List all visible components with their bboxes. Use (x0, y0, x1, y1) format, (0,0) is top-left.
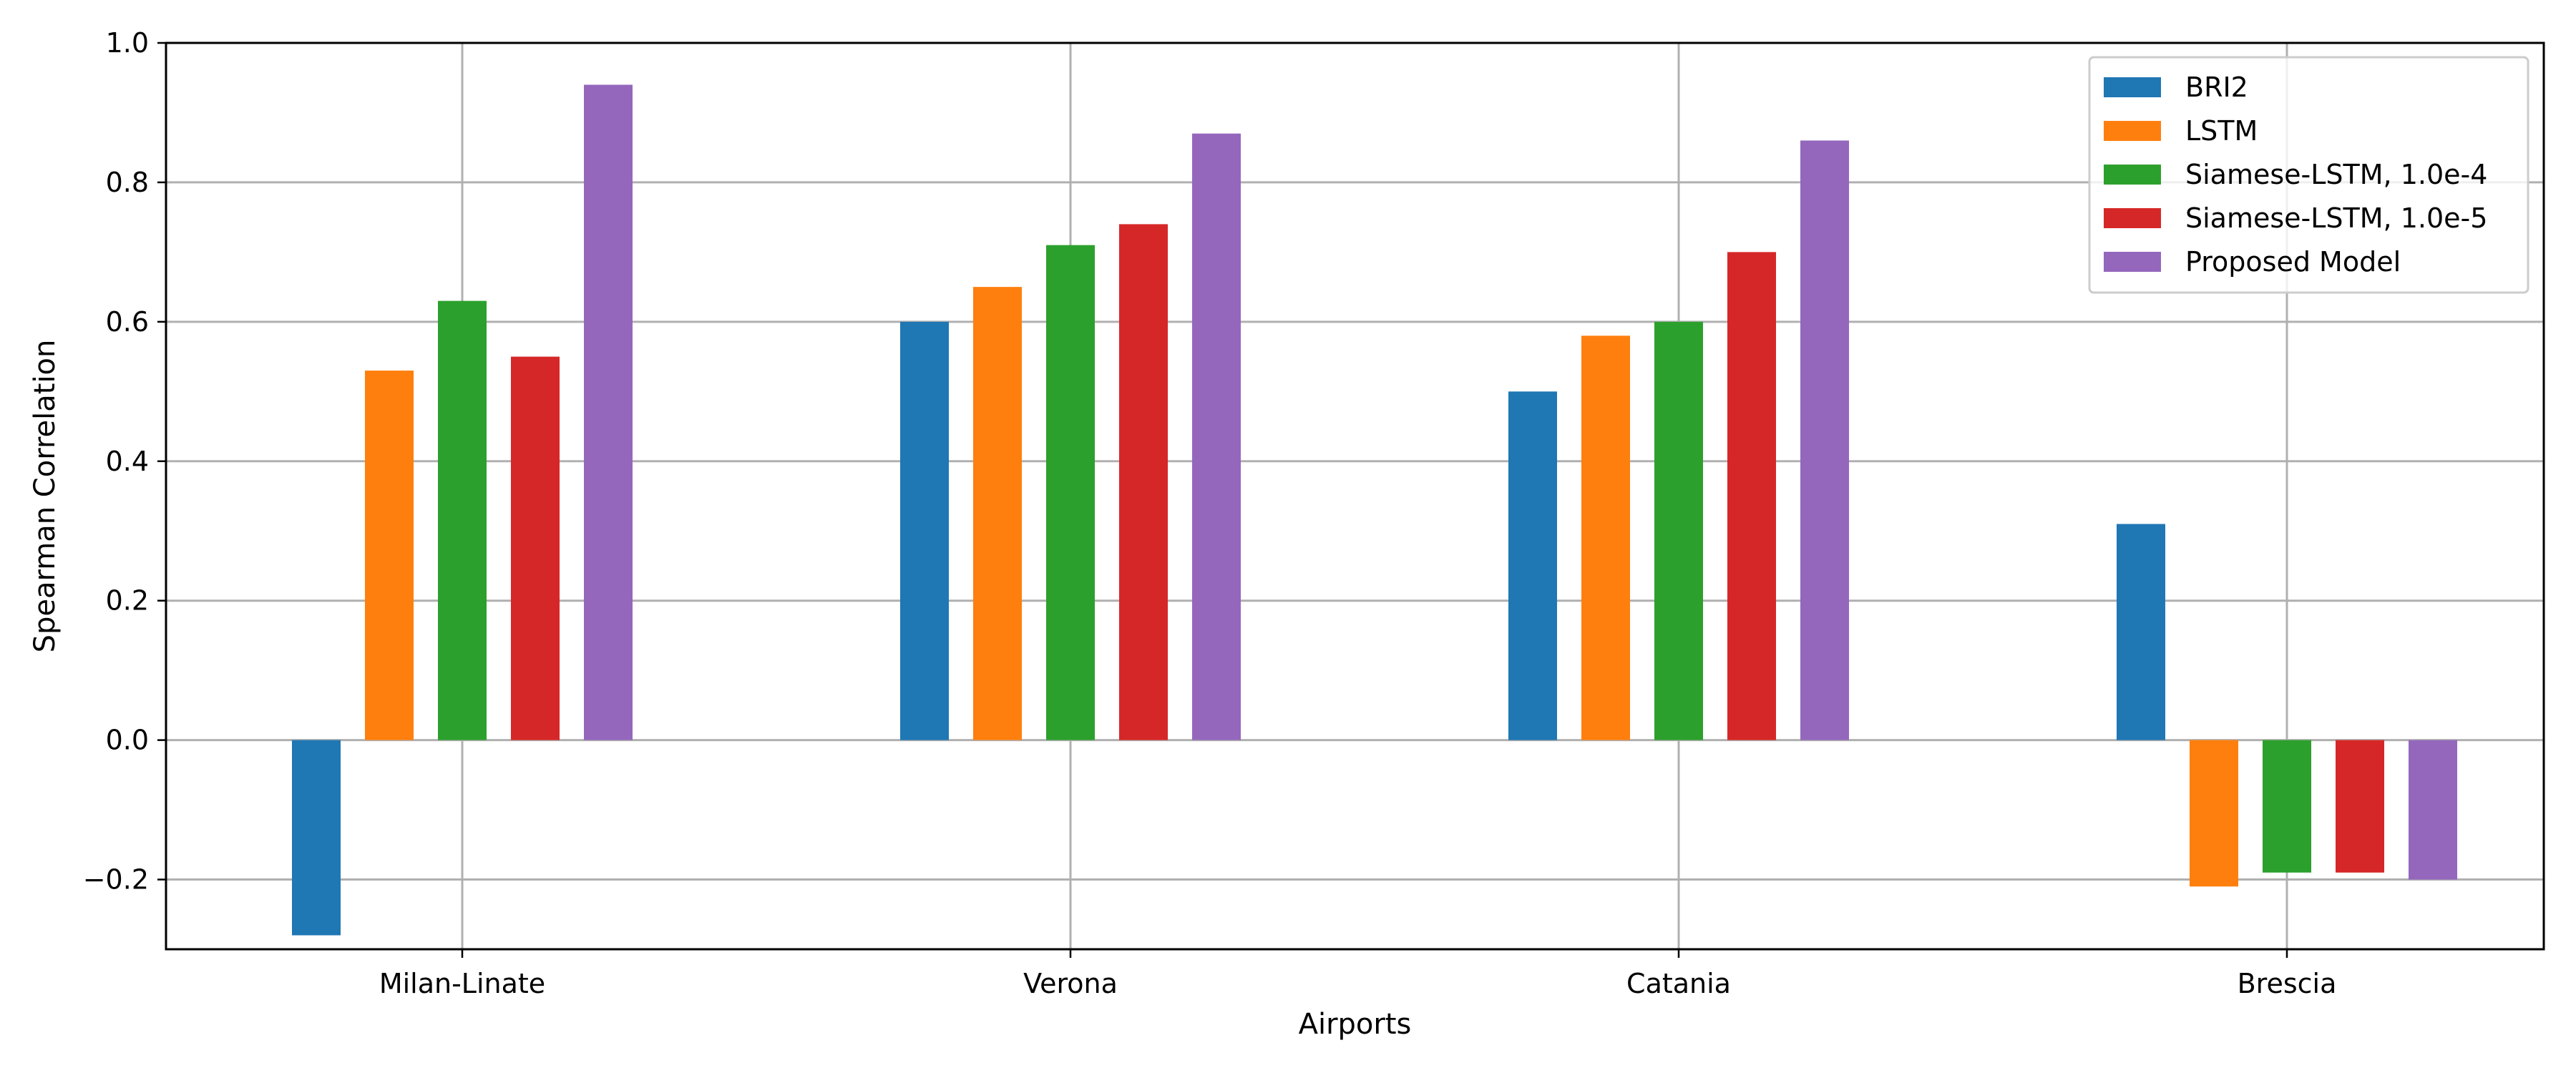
bar (511, 356, 560, 740)
x-axis-label: Airports (1299, 1008, 1412, 1041)
bar (2190, 740, 2238, 887)
x-tick-label: Verona (1023, 968, 1118, 999)
legend: BRI2 LSTM Siamese-LSTM, 1.0e-4 Siamese-LSTM… (2088, 56, 2529, 294)
y-axis-label: Spearman Correlation (29, 340, 62, 653)
legend-frame (2088, 56, 2529, 294)
y-tick-label: 1.0 (106, 27, 149, 59)
legend-label: Proposed Model (2185, 246, 2401, 278)
bar (584, 84, 633, 740)
legend-swatch (2104, 165, 2161, 185)
bar (1046, 245, 1095, 740)
legend-label: BRI2 (2185, 72, 2248, 103)
bar (2409, 740, 2457, 880)
bar (1654, 321, 1703, 740)
legend-label: Siamese-LSTM, 1.0e-5 (2185, 202, 2487, 234)
x-tick-label: Brescia (2238, 968, 2337, 999)
bar (973, 287, 1022, 740)
bar (1192, 133, 1241, 740)
bar (1508, 391, 1557, 740)
y-tick-label: 0.0 (106, 725, 149, 756)
plot-area-frame (165, 41, 2545, 951)
legend-label: LSTM (2185, 115, 2258, 147)
axis-ticks: −0.2 0.0 0.2 0.4 0.6 0.8 1.0 Milan-Linate Verona… (83, 27, 2337, 999)
legend-swatch (2104, 252, 2161, 272)
bar (1581, 335, 1630, 740)
legend-swatch (2104, 121, 2161, 141)
legend-swatch (2104, 208, 2161, 228)
bar (1119, 224, 1168, 740)
bar (438, 300, 487, 740)
legend-label: Siamese-LSTM, 1.0e-4 (2185, 159, 2487, 190)
x-tick-label: Milan-Linate (379, 968, 545, 999)
bar (900, 321, 949, 740)
y-tick-label: 0.8 (106, 167, 149, 198)
bar (365, 371, 414, 740)
bar (1800, 140, 1849, 740)
bar (1727, 252, 1776, 740)
bar (2117, 524, 2165, 740)
bars (292, 84, 2457, 936)
y-tick-label: 0.2 (106, 585, 149, 617)
bar (292, 740, 341, 936)
x-tick-label: Catania (1626, 968, 1731, 999)
bar (2336, 740, 2384, 873)
bar (2263, 740, 2311, 873)
y-tick-label: 0.4 (106, 446, 149, 477)
y-tick-label: 0.6 (106, 306, 149, 338)
y-tick-label: −0.2 (83, 864, 149, 896)
legend-swatch (2104, 77, 2161, 97)
